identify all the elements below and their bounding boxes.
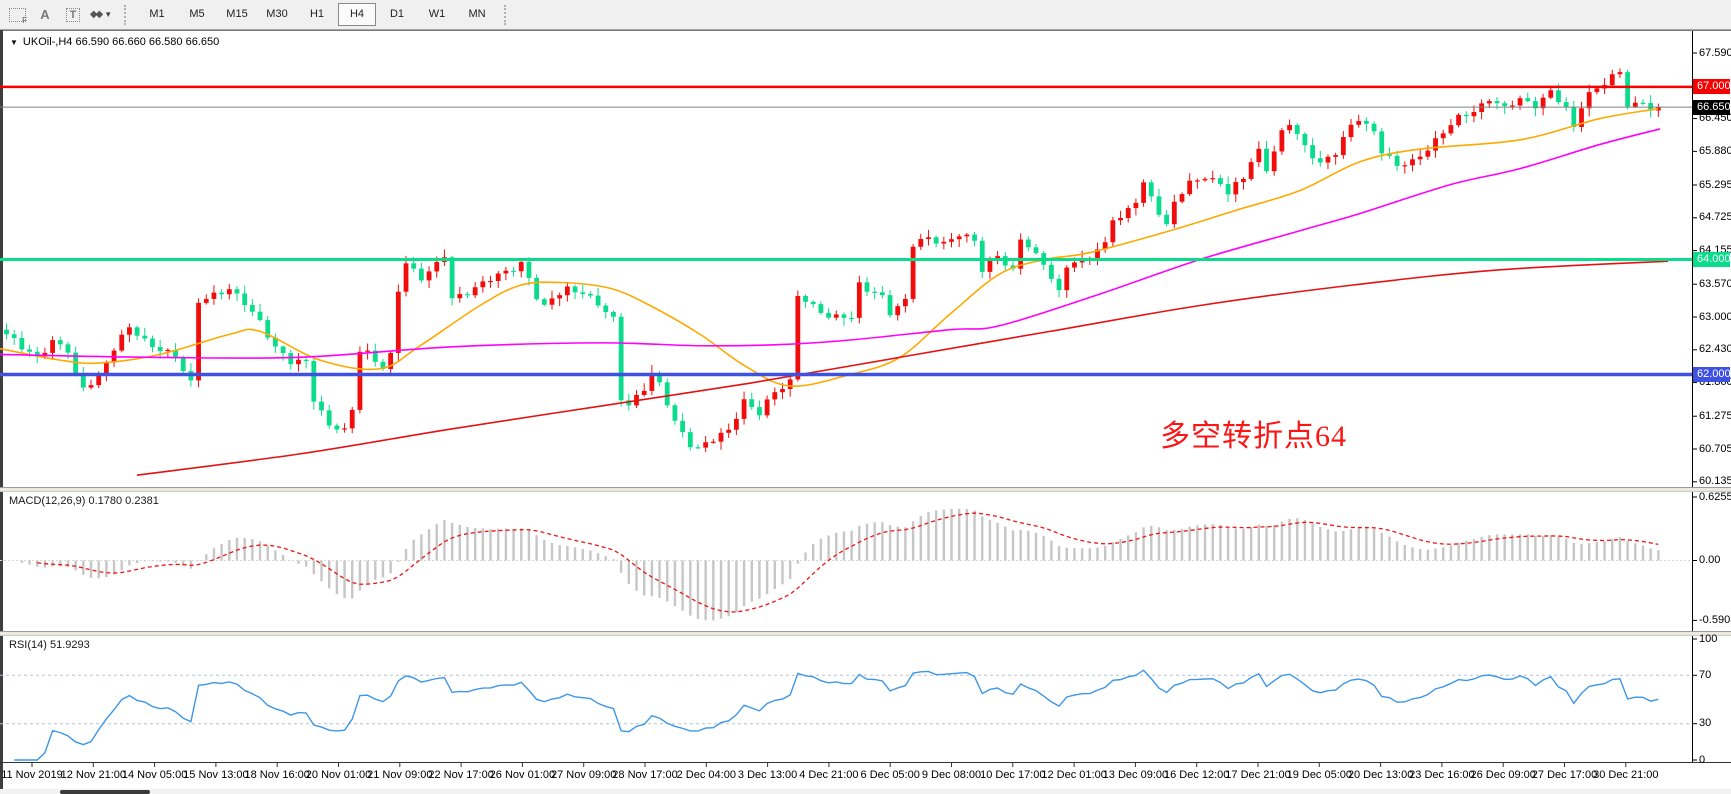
time-axis-label: 2 Dec 04:00 xyxy=(676,769,736,781)
price-badge-62.000: 62.000 xyxy=(1693,367,1731,383)
price-tick-label: 61.275 xyxy=(1699,409,1731,422)
toolbar-grip[interactable] xyxy=(124,4,130,25)
horizontal-scrollbar-thumb[interactable] xyxy=(60,790,150,794)
time-axis-label: 9 Dec 08:00 xyxy=(921,769,982,781)
letter-t-glyph: T xyxy=(65,7,81,22)
panel-splitter-rsi[interactable] xyxy=(0,631,1731,636)
time-axis-label: 10 Dec 17:00 xyxy=(980,769,1046,781)
time-axis-label: 27 Dec 17:00 xyxy=(1531,769,1598,781)
time-axis-label: 21 Nov 09:00 xyxy=(367,769,433,781)
chart-window-left-border xyxy=(0,30,3,794)
price-axis[interactable]: 67.590 66.450 65.880 65.295 64.725 64.155 63.5… xyxy=(1693,0,1731,794)
timeframe-button-mn[interactable]: MN xyxy=(468,8,486,20)
time-axis-label: 14 Nov 05:00 xyxy=(121,769,188,781)
macd-name: MACD(12,26,9) xyxy=(9,495,86,507)
time-axis-label: 26 Dec 09:00 xyxy=(1470,769,1536,781)
price-tick-label: 62.430 xyxy=(1699,343,1731,356)
time-axis-label: 30 Dec 21:00 xyxy=(1593,769,1659,781)
rsi-axis-label: 100 xyxy=(1699,632,1718,645)
text-box-icon[interactable]: T xyxy=(61,4,85,26)
time-axis-border xyxy=(0,762,1731,763)
price-badge-64.000: 64.000 xyxy=(1693,251,1731,267)
chevron-down-icon: ▼ xyxy=(104,10,113,19)
time-axis-label: 4 Dec 21:00 xyxy=(799,769,859,781)
timeframe-button-h4[interactable]: H4 xyxy=(338,3,376,26)
horizontal-scrollbar[interactable] xyxy=(0,789,1731,794)
price-tick-label: 60.135 xyxy=(1699,475,1731,488)
timeframe-button-w1[interactable]: W1 xyxy=(428,8,446,20)
macd-indicator-label: MACD(12,26,9) 0.1780 0.2381 xyxy=(9,495,159,507)
timeframe-button-m1[interactable]: M1 xyxy=(149,8,165,20)
arrow-objects-icon[interactable]: ◆◆ ▼ xyxy=(89,4,113,26)
timeframe-button-d1[interactable]: D1 xyxy=(389,8,405,20)
ma-fast-orange xyxy=(0,108,1659,387)
ma-slow-red xyxy=(136,260,1669,476)
time-axis-label: 26 Nov 01:00 xyxy=(489,769,556,781)
time-axis-label: 6 Dec 05:00 xyxy=(860,769,920,781)
time-axis-label: 17 Dec 21:00 xyxy=(1225,769,1291,781)
time-axis[interactable]: 11 Nov 2019 12 Nov 21:00 14 Nov 05:00 15 No… xyxy=(0,763,1692,789)
rsi-axis-label: 30 xyxy=(1699,717,1712,730)
rsi-indicator-label: RSI(14) 51.9293 xyxy=(9,639,90,651)
price-badge-66.650: 66.650 xyxy=(1693,99,1731,115)
chart-window-top-border xyxy=(0,30,1731,31)
letter-a-glyph: A xyxy=(40,7,50,22)
time-axis-label: 12 Nov 21:00 xyxy=(60,769,127,781)
time-axis-label: 15 Nov 13:00 xyxy=(183,769,249,781)
price-tick-label: 65.295 xyxy=(1699,178,1731,191)
timeframe-button-m15[interactable]: M15 xyxy=(226,8,248,20)
macd-axis-label: 0.00 xyxy=(1699,554,1721,566)
chart-text-annotation: 多空转折点64 xyxy=(1160,420,1347,453)
chart-profile-icon[interactable]: F xyxy=(5,4,29,26)
panel-splitter-macd[interactable] xyxy=(0,487,1731,492)
time-axis-label: 20 Dec 13:00 xyxy=(1347,769,1414,781)
rsi-name: RSI(14) xyxy=(9,639,47,651)
timeframe-button-h1[interactable]: H1 xyxy=(309,8,325,20)
time-axis-label: 11 Nov 2019 xyxy=(1,769,63,781)
price-badge-67.000: 67.000 xyxy=(1693,79,1731,95)
quick-trade-expander-icon[interactable]: ▼ xyxy=(10,38,18,47)
timeframe-button-m5[interactable]: M5 xyxy=(189,8,205,20)
rsi-value: 51.9293 xyxy=(49,639,90,651)
rsi-axis-label: 70 xyxy=(1699,668,1712,681)
time-axis-label: 16 Dec 12:00 xyxy=(1163,769,1230,781)
price-tick-label: 60.705 xyxy=(1699,442,1731,455)
time-axis-label: 28 Nov 17:00 xyxy=(612,769,678,781)
macd-values: 0.1780 0.2381 xyxy=(88,495,159,507)
profile-f-glyph: F xyxy=(22,15,27,25)
time-axis-label: 18 Nov 16:00 xyxy=(244,769,310,781)
macd-axis-label: -0.5903 xyxy=(1699,613,1731,626)
time-axis-label: 22 Nov 17:00 xyxy=(428,769,494,781)
time-axis-label: 13 Dec 09:00 xyxy=(1102,769,1169,781)
time-axis-label: 20 Nov 01:00 xyxy=(305,769,372,781)
price-tick-label: 64.725 xyxy=(1699,211,1731,224)
arrows-glyph: ◆◆ xyxy=(89,9,103,20)
toolbar-grip[interactable] xyxy=(504,4,510,25)
price-tick-label: 63.000 xyxy=(1699,310,1731,323)
toolbar: F A T ◆◆ ▼ M1 M5 M15 M30 H1 H4 D1 W1 MN xyxy=(0,0,1731,30)
rsi-axis-label: 0 xyxy=(1699,753,1706,766)
time-axis-label: 19 Dec 05:00 xyxy=(1286,769,1353,781)
price-tick-label: 63.570 xyxy=(1699,277,1731,290)
time-axis-label: 27 Nov 09:00 xyxy=(550,769,617,781)
macd-axis-label: 0.6255 xyxy=(1699,490,1731,503)
price-tick-label: 66.450 xyxy=(1699,112,1731,125)
price-tick-label: 67.590 xyxy=(1699,46,1731,59)
dotted-grid-icon xyxy=(8,7,26,22)
time-axis-label: 3 Dec 13:00 xyxy=(737,769,798,781)
time-axis-label: 23 Dec 16:00 xyxy=(1409,769,1475,781)
time-axis-label: 12 Dec 01:00 xyxy=(1041,769,1107,781)
ma-medium-magenta xyxy=(0,128,1661,359)
chart-title: ▼ UKOil-,H4 66.590 66.660 66.580 66.650 xyxy=(10,36,219,48)
timeframe-button-m30[interactable]: M30 xyxy=(266,8,288,20)
text-label-icon[interactable]: A xyxy=(33,4,57,26)
price-tick-label: 65.880 xyxy=(1699,144,1731,157)
symbol-ohlc-text: UKOil-,H4 66.590 66.660 66.580 66.650 xyxy=(22,36,220,48)
